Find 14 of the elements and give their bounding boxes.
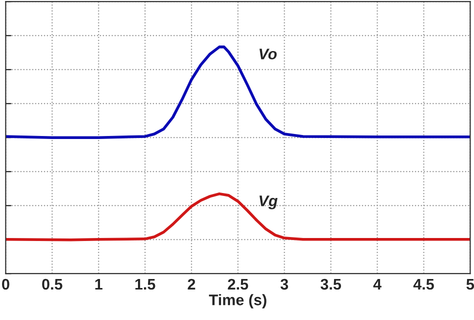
series-label: Vo — [260, 48, 277, 60]
x-tick-label: 3 — [280, 278, 288, 290]
x-tick-label: 4 — [373, 279, 382, 290]
x-tick-label: 4.5 — [413, 279, 434, 290]
x-tick-label: 1 — [95, 279, 102, 290]
x-tick-label: 0.5 — [42, 278, 62, 290]
x-tick-label: 1.5 — [135, 279, 156, 290]
series-label: Vg — [260, 196, 278, 210]
x-tick-label: 2.5 — [228, 278, 248, 290]
x-tick-label: 0 — [2, 278, 10, 290]
x-tick-label: 5 — [466, 279, 474, 290]
x-tick-label: 3.5 — [320, 278, 342, 290]
x-tick-label: 2 — [188, 278, 196, 290]
x-axis-title: Time (s) — [208, 294, 266, 308]
